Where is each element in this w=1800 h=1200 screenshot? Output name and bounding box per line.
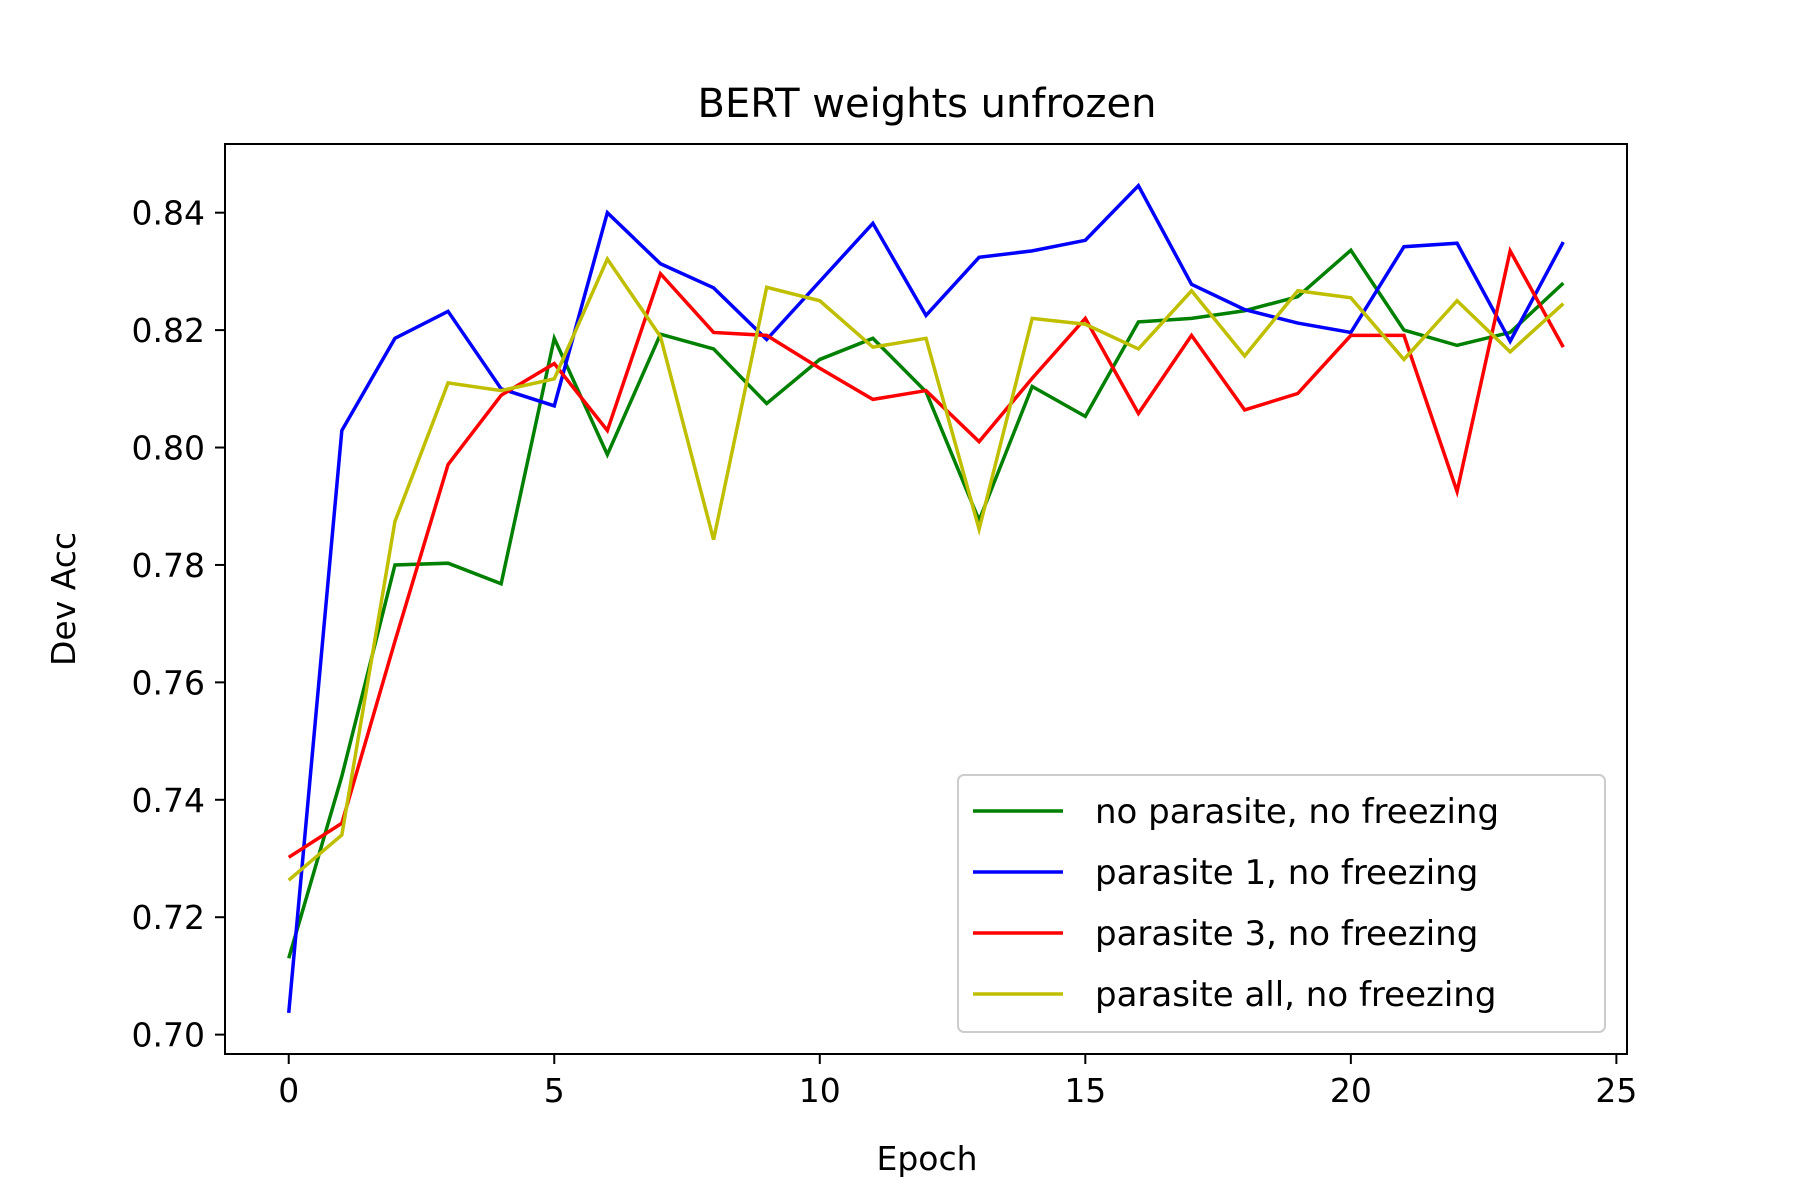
y-tick-label: 0.76 [132,663,205,702]
series-layer [286,182,1565,1014]
plot-frame [224,143,1628,1055]
y-tick-label: 0.70 [132,1016,205,1055]
legend-label-1: no parasite, no freezing [1095,792,1499,832]
x-tick-label: 5 [544,1071,565,1110]
chart-title: BERT weights unfrozen [698,81,1157,127]
y-tick-label: 0.80 [132,429,205,468]
y-axis: 0.70 0.72 0.74 0.76 0.78 0.80 0.82 0.84 [132,194,225,1055]
legend: no parasite, no freezing parasite 1, no f… [957,774,1606,1033]
y-axis-label: Dev Acc [44,532,83,666]
legend-box [957,774,1606,1033]
x-tick-label: 15 [1064,1071,1106,1110]
x-tick-label: 10 [799,1071,841,1110]
y-tick-label: 0.72 [132,898,205,937]
x-tick-label: 20 [1330,1071,1372,1110]
y-tick-label: 0.78 [132,546,205,585]
x-axis: 0 5 10 15 20 25 [278,1054,1637,1110]
series-line-3 [287,245,1565,859]
legend-label-4: parasite all, no freezing [1095,975,1496,1015]
y-tick-label: 0.82 [132,311,205,350]
y-tick-label: 0.74 [132,781,205,820]
x-tick-label: 25 [1595,1071,1637,1110]
x-tick-label: 0 [278,1071,299,1110]
series-line-4 [287,255,1565,882]
legend-label-3: parasite 3, no freezing [1095,914,1478,954]
y-tick-label: 0.84 [132,194,205,233]
legend-label-2: parasite 1, no freezing [1095,853,1478,893]
x-axis-label: Epoch [876,1139,977,1178]
